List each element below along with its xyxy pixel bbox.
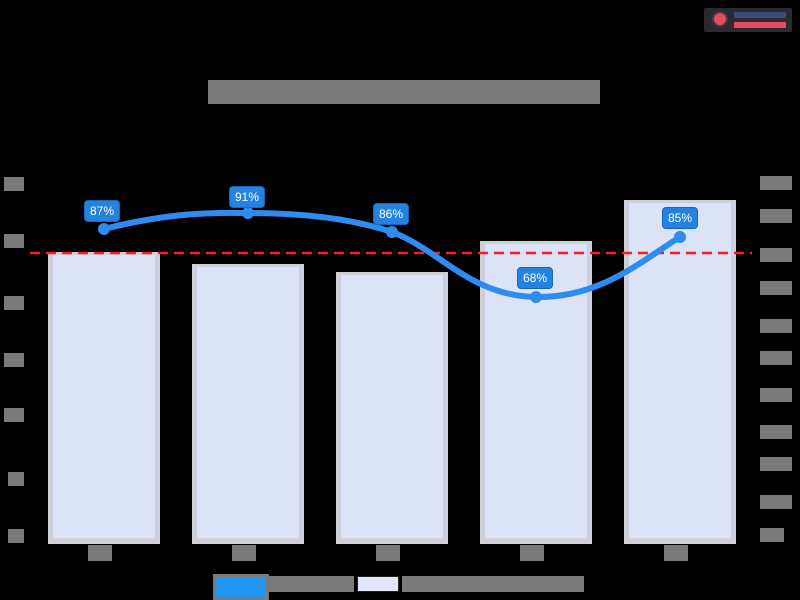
left-axis-tick: [8, 472, 24, 486]
right-axis-tick: [760, 281, 792, 295]
right-axis-tick: [760, 425, 792, 439]
left-axis-tick: [4, 408, 24, 422]
x-category-label: [cat3]: [376, 545, 400, 561]
data-point: [242, 207, 254, 219]
bar-2[interactable]: [192, 264, 304, 544]
left-axis-tick: [8, 529, 24, 543]
right-axis-tick: [760, 209, 792, 223]
data-label: 86%: [372, 203, 410, 225]
chart-title: [redacted chart title]: [208, 80, 600, 104]
x-category-label: [cat2]: [232, 545, 256, 561]
left-axis-tick: [4, 353, 24, 367]
left-axis-tick: [4, 234, 24, 248]
right-axis-tick: [760, 457, 792, 471]
bar-1[interactable]: [48, 252, 160, 544]
logo-text-bottom: [734, 22, 786, 28]
brand-logo: [704, 8, 792, 32]
x-category-label: [cat5]: [664, 545, 688, 561]
right-axis-tick: [760, 176, 792, 190]
data-point: [674, 231, 686, 243]
right-axis-tick: [760, 495, 792, 509]
data-label: 85%: [661, 207, 699, 229]
x-category-label: [cat1]: [88, 545, 112, 561]
logo-text-top: [734, 12, 786, 18]
data-label: 68%: [516, 267, 554, 289]
bar-3[interactable]: [336, 272, 448, 544]
x-category-label: [cat4]: [520, 545, 544, 561]
right-axis-tick: [760, 388, 792, 402]
right-axis-tick: [760, 351, 792, 365]
data-label: 87%: [83, 200, 121, 222]
legend-label-line: [redacted line series]: [266, 576, 354, 592]
left-axis-tick: [4, 177, 24, 191]
legend-swatch-line[interactable]: [213, 574, 269, 600]
legend-label-bar: [redacted bar series]: [402, 576, 584, 592]
right-axis-tick: [760, 528, 784, 542]
data-point: [386, 226, 398, 238]
logo-icon: [712, 11, 728, 27]
data-point: [98, 223, 110, 235]
bar-5[interactable]: [624, 200, 736, 544]
left-axis-tick: [4, 296, 24, 310]
data-point: [530, 291, 542, 303]
data-label: 91%: [228, 186, 266, 208]
line-series: [101, 209, 683, 301]
legend-swatch-bar[interactable]: [357, 576, 399, 592]
right-axis-tick: [760, 319, 792, 333]
right-axis-tick: [760, 248, 792, 262]
